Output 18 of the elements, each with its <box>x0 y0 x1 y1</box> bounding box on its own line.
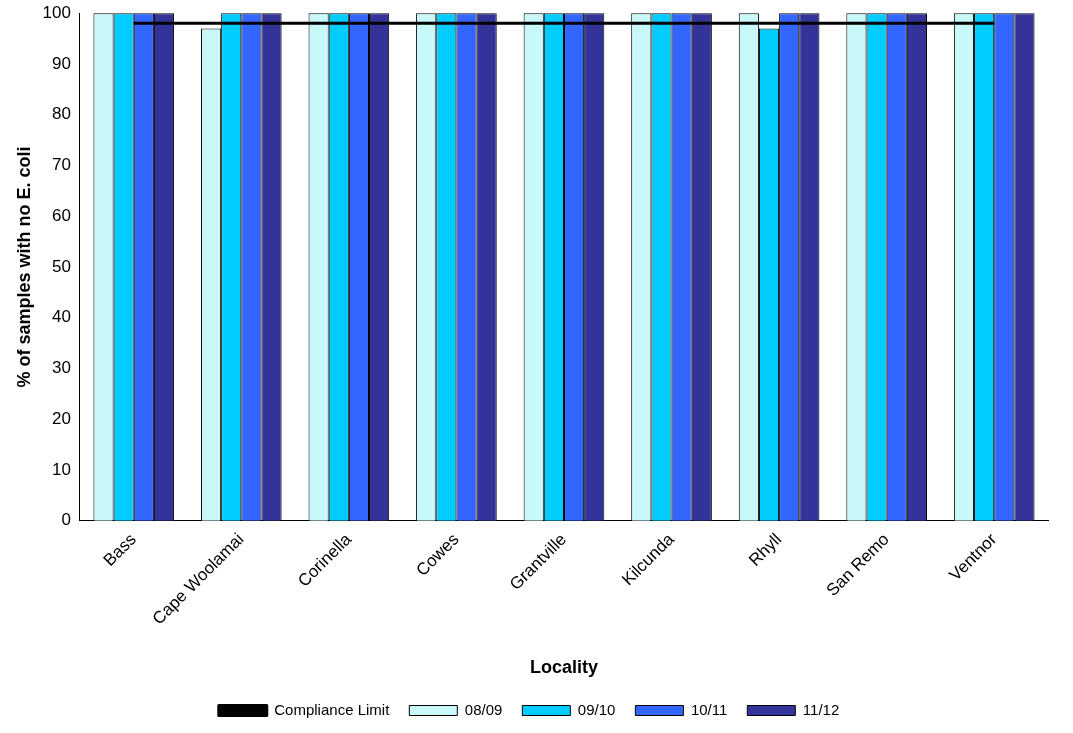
y-axis-title: % of samples with no E. coli <box>13 146 34 388</box>
y-tick-label: 100 <box>42 2 71 22</box>
legend-label: 09/10 <box>577 700 616 718</box>
y-tick-label: 40 <box>52 307 71 327</box>
y-tick-label: 50 <box>52 256 71 276</box>
legend-label: 11/12 <box>802 700 840 718</box>
y-tick-label: 10 <box>52 459 71 479</box>
x-axis-title: Locality <box>529 657 598 678</box>
y-tick-label: 30 <box>52 358 71 378</box>
y-tick-label: 60 <box>52 205 71 225</box>
legend-label: 08/09 <box>464 700 503 718</box>
legend-label: Compliance Limit <box>274 700 391 718</box>
y-tick-label: 80 <box>52 104 71 124</box>
y-tick-label: 90 <box>52 53 71 73</box>
y-tick-label: 70 <box>52 155 71 175</box>
y-tick-label: 0 <box>61 510 71 530</box>
legend-label: 10/11 <box>690 700 728 718</box>
y-tick-label: 20 <box>52 408 71 428</box>
